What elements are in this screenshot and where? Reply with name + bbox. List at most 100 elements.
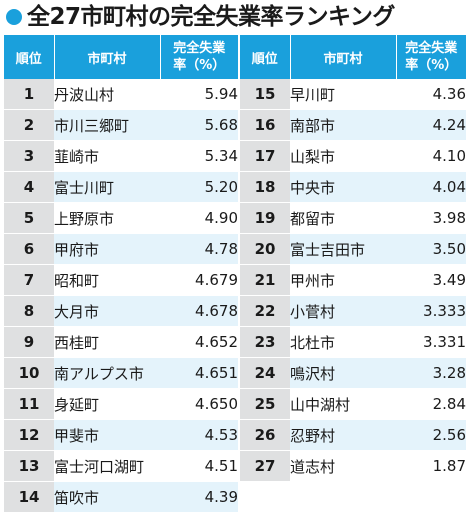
municipality-cell: 都留市: [290, 202, 396, 234]
rank-cell: 17: [240, 140, 290, 172]
table-body-left: 1 丹波山村 5.94 2 市川三郷町 5.68 3 韮崎市 5.34 4 富士川町 5.20 5 上野原…: [4, 79, 238, 513]
rank-cell: 7: [4, 264, 54, 296]
rank-cell: 11: [4, 388, 54, 420]
rate-cell: 2.56: [396, 419, 466, 451]
table-row: 9 西桂町 4.652: [4, 326, 238, 358]
rate-cell: 4.53: [160, 419, 238, 451]
header-row: 順位 市町村 完全失業 率（%）: [240, 35, 466, 79]
header-municipality: 市町村: [54, 35, 161, 79]
table-row: 25 山中湖村 2.84: [240, 388, 466, 420]
rate-cell: 4.24: [396, 109, 466, 141]
municipality-cell: 中央市: [290, 171, 396, 203]
municipality-cell: 鳴沢村: [290, 357, 396, 389]
municipality-cell: 忍野村: [290, 419, 396, 451]
header-rank: 順位: [4, 35, 55, 79]
table-row: 20 富士吉田市 3.50: [240, 233, 466, 265]
municipality-cell: 道志村: [290, 450, 396, 482]
table-row: 26 忍野村 2.56: [240, 419, 466, 451]
table-row: 10 南アルプス市 4.651: [4, 357, 238, 389]
table-row: 23 北杜市 3.331: [240, 326, 466, 358]
municipality-cell: 笛吹市: [54, 481, 160, 513]
table-row: 1 丹波山村 5.94: [4, 79, 238, 110]
table-row: 14 笛吹市 4.39: [4, 481, 238, 513]
rate-cell: 4.679: [160, 264, 238, 296]
rate-cell: 5.34: [160, 140, 238, 172]
rank-cell: 2: [4, 109, 54, 141]
municipality-cell: 甲州市: [290, 264, 396, 296]
rate-cell: 3.50: [396, 233, 466, 265]
table-row: 15 早川町 4.36: [240, 79, 466, 110]
rank-cell: 9: [4, 326, 54, 358]
rate-cell: 4.10: [396, 140, 466, 172]
rank-cell: 26: [240, 419, 290, 451]
municipality-cell: 南部市: [290, 109, 396, 141]
rate-cell: 4.51: [160, 450, 238, 482]
table-row: 19 都留市 3.98: [240, 202, 466, 234]
rank-cell: 24: [240, 357, 290, 389]
rate-cell: 3.333: [396, 295, 466, 327]
rate-cell: 4.650: [160, 388, 238, 420]
bullet-dot-icon: [6, 9, 22, 25]
header-rate-line1: 完全失業: [405, 41, 458, 56]
table-row: 3 韮崎市 5.34: [4, 140, 238, 172]
rate-cell: 5.68: [160, 109, 238, 141]
table-row: 13 富士河口湖町 4.51: [4, 450, 238, 482]
header-rate: 完全失業 率（%）: [396, 35, 466, 79]
table-row: 18 中央市 4.04: [240, 171, 466, 203]
rank-cell: 21: [240, 264, 290, 296]
ranking-table-right: 順位 市町村 完全失業 率（%） 15 早川町 4.36 16 南部市 4.24 17 山梨市…: [240, 35, 466, 482]
table-body-right: 15 早川町 4.36 16 南部市 4.24 17 山梨市 4.10 18 中央市 4.04 19 都留…: [240, 79, 466, 482]
table-row: 8 大月市 4.678: [4, 295, 238, 327]
municipality-cell: 小菅村: [290, 295, 396, 327]
table-row: 6 甲府市 4.78: [4, 233, 238, 265]
municipality-cell: 富士河口湖町: [54, 450, 160, 482]
rate-cell: 3.49: [396, 264, 466, 296]
municipality-cell: 早川町: [290, 79, 396, 110]
municipality-cell: 韮崎市: [54, 140, 160, 172]
rank-cell: 10: [4, 357, 54, 389]
header-row: 順位 市町村 完全失業 率（%）: [4, 35, 238, 79]
rank-cell: 6: [4, 233, 54, 265]
municipality-cell: 身延町: [54, 388, 160, 420]
rank-cell: 23: [240, 326, 290, 358]
table-row: 5 上野原市 4.90: [4, 202, 238, 234]
rate-cell: 5.94: [160, 79, 238, 110]
municipality-cell: 南アルプス市: [54, 357, 160, 389]
title-bar: 全27市町村の完全失業率ランキング: [0, 0, 469, 34]
table-row: 2 市川三郷町 5.68: [4, 109, 238, 141]
ranking-table-left: 順位 市町村 完全失業 率（%） 1 丹波山村 5.94 2 市川三郷町 5.68 3 韮崎市…: [4, 35, 238, 513]
rate-cell: 4.04: [396, 171, 466, 203]
rate-cell: 3.98: [396, 202, 466, 234]
municipality-cell: 甲斐市: [54, 419, 160, 451]
rank-cell: 22: [240, 295, 290, 327]
page-title: 全27市町村の完全失業率ランキング: [27, 4, 395, 30]
rank-cell: 4: [4, 171, 54, 203]
municipality-cell: 丹波山村: [54, 79, 160, 110]
rank-cell: 12: [4, 419, 54, 451]
municipality-cell: 昭和町: [54, 264, 160, 296]
rank-cell: 14: [4, 481, 54, 513]
rate-cell: 2.84: [396, 388, 466, 420]
rate-cell: 5.20: [160, 171, 238, 203]
rank-cell: 13: [4, 450, 54, 482]
municipality-cell: 富士川町: [54, 171, 160, 203]
rank-cell: 16: [240, 109, 290, 141]
table-row: 21 甲州市 3.49: [240, 264, 466, 296]
rank-cell: 5: [4, 202, 54, 234]
municipality-cell: 上野原市: [54, 202, 160, 234]
table-row: 4 富士川町 5.20: [4, 171, 238, 203]
rank-cell: 20: [240, 233, 290, 265]
rate-cell: 4.652: [160, 326, 238, 358]
rate-cell: 1.87: [396, 450, 466, 482]
rank-cell: 19: [240, 202, 290, 234]
rate-cell: 4.651: [160, 357, 238, 389]
municipality-cell: 大月市: [54, 295, 160, 327]
municipality-cell: 西桂町: [54, 326, 160, 358]
table-row: 12 甲斐市 4.53: [4, 419, 238, 451]
municipality-cell: 富士吉田市: [290, 233, 396, 265]
table-row: 22 小菅村 3.333: [240, 295, 466, 327]
table-row: 27 道志村 1.87: [240, 450, 466, 482]
table-row: 24 鳴沢村 3.28: [240, 357, 466, 389]
table-row: 7 昭和町 4.679: [4, 264, 238, 296]
rank-cell: 15: [240, 79, 290, 110]
